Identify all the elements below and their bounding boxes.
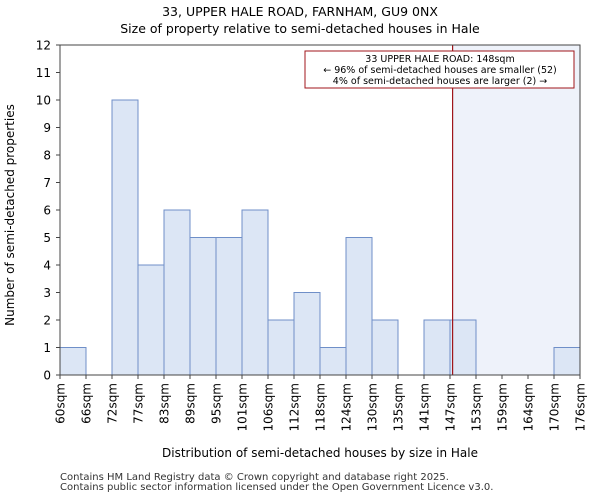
x-tick-label: 106sqm (262, 383, 276, 431)
y-tick-label: 8 (43, 149, 51, 163)
bar-130sqm (371, 319, 399, 376)
y-tick-label: 2 (43, 314, 51, 328)
bar-77sqm (137, 264, 165, 376)
y-tick-label: 12 (36, 39, 51, 53)
x-tick-label: 164sqm (522, 383, 536, 431)
footer-line-1: Contains HM Land Registry data © Crown c… (60, 472, 449, 483)
x-tick-label: 118sqm (314, 383, 328, 431)
x-tick-label: 101sqm (236, 383, 250, 431)
x-tick-label: 77sqm (132, 383, 146, 424)
x-tick-label: 60sqm (54, 383, 68, 424)
annotation-line-2: ← 96% of semi-detached houses are smalle… (323, 65, 557, 76)
bar-118sqm (319, 347, 347, 376)
y-tick-label: 3 (43, 286, 51, 300)
y-tick-label: 5 (43, 231, 51, 245)
bar-106sqm (267, 319, 295, 376)
y-tick-label: 9 (43, 121, 51, 135)
bar-89sqm (189, 237, 217, 376)
bar-170sqm (553, 347, 581, 376)
x-ticks-group: 60sqm 66sqm 72sqm 77sqm 83sqm 89sqm 95sqm 101sq… (54, 375, 588, 431)
bar-72sqm (111, 99, 139, 376)
title-line-1: 33, UPPER HALE ROAD, FARNHAM, GU9 0NX (162, 4, 438, 19)
y-tick-label: 6 (43, 204, 51, 218)
y-tick-label: 0 (43, 369, 51, 383)
x-tick-label: 153sqm (470, 383, 484, 431)
x-tick-label: 124sqm (340, 383, 354, 431)
bar-141sqm (423, 319, 451, 376)
x-tick-label: 112sqm (288, 383, 302, 431)
chart-title: 33, UPPER HALE ROAD, FARNHAM, GU9 0NX Si… (0, 3, 600, 37)
y-tick-label: 7 (43, 176, 51, 190)
bar-112sqm (293, 292, 321, 376)
x-tick-label: 159sqm (496, 383, 510, 431)
bars-group (59, 99, 581, 376)
x-tick-label: 135sqm (392, 383, 406, 431)
bar-124sqm (345, 237, 373, 376)
x-tick-label: 141sqm (418, 383, 432, 431)
title-line-2: Size of property relative to semi-detach… (120, 21, 480, 36)
x-tick-label: 72sqm (106, 383, 120, 424)
y-tick-label: 1 (43, 341, 51, 355)
x-tick-label: 66sqm (80, 383, 94, 424)
x-tick-label: 147sqm (444, 383, 458, 431)
x-tick-label: 95sqm (210, 383, 224, 424)
annotation-box: 33 UPPER HALE ROAD: 148sqm ← 96% of semi… (304, 50, 575, 89)
footer-line-2: Contains public sector information licen… (60, 482, 494, 493)
bar-95sqm (215, 237, 243, 376)
y-tick-label: 10 (36, 94, 51, 108)
x-tick-label: 130sqm (366, 383, 380, 431)
bar-83sqm (163, 209, 191, 376)
x-tick-label: 170sqm (548, 383, 562, 431)
bar-101sqm (241, 209, 269, 376)
annotation-border (304, 50, 575, 89)
y-tick-label: 11 (36, 66, 51, 80)
x-axis-label: Distribution of semi-detached houses by … (162, 446, 478, 460)
footer: Contains HM Land Registry data © Crown c… (60, 473, 493, 493)
x-tick-label: 176sqm (574, 383, 588, 431)
x-tick-label: 83sqm (158, 383, 172, 424)
y-axis-label: Number of semi-detached properties (3, 104, 17, 326)
bar-147sqm (449, 319, 477, 376)
annotation-line-3: 4% of semi-detached houses are larger (2… (333, 76, 547, 87)
y-tick-label: 4 (43, 259, 51, 273)
annotation-line-1: 33 UPPER HALE ROAD: 148sqm (365, 54, 514, 65)
x-tick-label: 89sqm (184, 383, 198, 424)
bar-60sqm (59, 347, 87, 376)
